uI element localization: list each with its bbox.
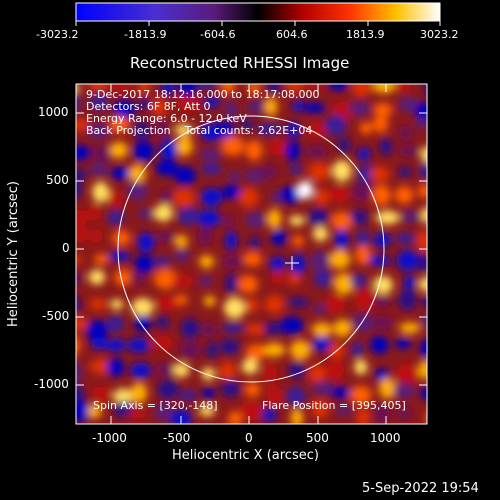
rhessi-image xyxy=(76,84,427,424)
y-tick-label: 0 xyxy=(62,241,70,255)
y-tick-label: -500 xyxy=(42,309,70,323)
x-axis-label: Heliocentric X (arcsec) xyxy=(172,448,319,463)
colorbar-tick-label: 604.6 xyxy=(276,28,308,41)
info-overlay: 9-Dec-2017 18:12:16.000 to 18:17:08.000 … xyxy=(86,89,320,137)
x-tick-label: 1000 xyxy=(370,431,401,445)
colorbar xyxy=(75,2,441,22)
x-tick-label: -500 xyxy=(163,431,191,445)
colorbar-tick-label: -604.6 xyxy=(200,28,236,41)
colorbar-tick-label: -1813.9 xyxy=(124,28,167,41)
x-tick-label: 500 xyxy=(306,431,329,445)
x-tick-label: 0 xyxy=(245,431,253,445)
colorbar-tick-label: 3023.2 xyxy=(420,28,459,41)
colorbar-ticks xyxy=(75,21,441,26)
y-tick-label: 500 xyxy=(46,173,69,187)
method-counts: Back Projection Total counts: 2.62E+04 xyxy=(86,124,313,137)
colorbar-tick-label: -3023.2 xyxy=(36,28,79,41)
footer-date: 5-Sep-2022 19:54 xyxy=(362,481,479,496)
plot-frame xyxy=(75,83,428,425)
y-axis-ticks xyxy=(76,112,427,386)
spin-axis-marker xyxy=(285,256,299,270)
colorbar-tick-label: 1813.9 xyxy=(346,28,385,41)
flare-position-label: Flare Position = [395,405] xyxy=(262,399,406,412)
x-tick-label: -1000 xyxy=(92,431,127,445)
y-tick-label: 1000 xyxy=(38,105,69,119)
y-axis-label: Heliocentric Y (arcsec) xyxy=(6,181,21,327)
solar-limb xyxy=(117,115,385,383)
plot-title: Reconstructed RHESSI Image xyxy=(130,54,350,72)
y-tick-label: -1000 xyxy=(34,377,69,391)
time-range: 9-Dec-2017 18:12:16.000 to 18:17:08.000 xyxy=(86,88,320,101)
detectors: Detectors: 6F 8F, Att 0 xyxy=(86,100,211,113)
energy-range: Energy Range: 6.0 - 12.0 keV xyxy=(86,112,247,125)
spin-axis-label: Spin Axis = [320,-148] xyxy=(93,399,218,412)
x-axis-ticks xyxy=(110,84,387,424)
